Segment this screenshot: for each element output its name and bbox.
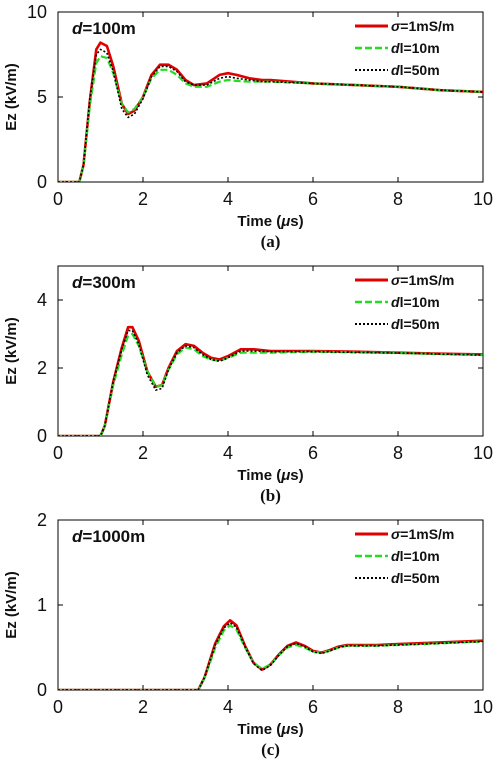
x-tick-label: 0 <box>53 189 63 209</box>
x-tick-label: 4 <box>223 697 233 717</box>
series-line-0 <box>58 618 483 690</box>
y-tick-label: 0 <box>37 426 47 446</box>
y-tick-label: 2 <box>37 358 47 378</box>
x-axis-label-unit: s) <box>290 467 303 484</box>
legend-text: l=10m <box>400 548 440 564</box>
series-line-2 <box>58 48 483 182</box>
annotation-symbol: d <box>72 273 83 292</box>
x-axis-label-text: Time ( <box>237 721 281 738</box>
legend-symbol: d <box>391 62 400 78</box>
legend-text: l=50m <box>400 316 440 332</box>
x-tick-label: 6 <box>308 189 318 209</box>
annotation-symbol: d <box>72 527 83 546</box>
panel-caption: (a) <box>261 232 281 251</box>
legend-symbol: σ <box>391 18 401 34</box>
x-axis-label-text: Time ( <box>237 213 281 230</box>
x-tick-label: 2 <box>138 697 148 717</box>
x-axis-label: Time (μs) <box>237 721 303 738</box>
x-tick-label: 0 <box>53 697 63 717</box>
legend-text: l=10m <box>400 40 440 56</box>
y-tick-label: 10 <box>27 2 47 22</box>
x-axis-label: Time (μs) <box>237 213 303 230</box>
x-axis-label-greek: μ <box>280 467 290 484</box>
legend-text: l=50m <box>400 62 440 78</box>
distance-annotation: d=300m <box>72 273 136 292</box>
legend-text: l=50m <box>400 570 440 586</box>
x-tick-label: 6 <box>308 697 318 717</box>
legend-text: =1mS/m <box>400 272 454 288</box>
x-axis-label-unit: s) <box>290 213 303 230</box>
legend-label-0: σ=1mS/m <box>391 526 454 542</box>
legend-symbol: σ <box>391 526 401 542</box>
legend-label-0: σ=1mS/m <box>391 18 454 34</box>
x-tick-label: 10 <box>473 189 493 209</box>
y-axis-label: Ez (kV/m) <box>3 317 20 385</box>
panel-caption: (b) <box>260 486 281 505</box>
legend-text: l=10m <box>400 294 440 310</box>
legend-symbol: d <box>391 294 400 310</box>
x-axis-label-greek: μ <box>280 213 290 230</box>
y-tick-label: 1 <box>37 595 47 615</box>
legend-label-0: σ=1mS/m <box>391 272 454 288</box>
legend-label-1: dl=10m <box>391 548 440 564</box>
x-axis-label-greek: μ <box>280 721 290 738</box>
x-axis-label: Time (μs) <box>237 467 303 484</box>
y-axis-label: Ez (kV/m) <box>3 571 20 639</box>
panel-caption: (c) <box>261 740 280 759</box>
y-tick-label: 4 <box>37 290 47 310</box>
x-axis-label-text: Time ( <box>237 467 281 484</box>
plot-frame <box>57 265 484 437</box>
legend-label-2: dl=50m <box>391 570 440 586</box>
distance-annotation: d=100m <box>72 19 136 38</box>
legend-text: =1mS/m <box>400 526 454 542</box>
x-tick-label: 10 <box>473 443 493 463</box>
series-line-2 <box>58 329 483 436</box>
legend-symbol: d <box>391 570 400 586</box>
legend-label-1: dl=10m <box>391 294 440 310</box>
legend-symbol: d <box>391 548 400 564</box>
y-tick-label: 0 <box>37 680 47 700</box>
legend-label-2: dl=50m <box>391 316 440 332</box>
distance-annotation: d=1000m <box>72 527 145 546</box>
x-tick-label: 4 <box>223 443 233 463</box>
x-tick-label: 6 <box>308 443 318 463</box>
x-tick-label: 0 <box>53 443 63 463</box>
y-tick-label: 2 <box>37 510 47 530</box>
annotation-value: =100m <box>82 19 135 38</box>
series-group <box>58 41 483 182</box>
legend-symbol: σ <box>391 272 401 288</box>
series-group <box>58 618 483 690</box>
x-tick-label: 8 <box>393 697 403 717</box>
legend-label-2: dl=50m <box>391 62 440 78</box>
x-tick-label: 4 <box>223 189 233 209</box>
y-tick-label: 0 <box>37 172 47 192</box>
annotation-value: =300m <box>82 273 135 292</box>
series-line-1 <box>58 624 483 690</box>
series-line-0 <box>58 41 483 182</box>
annotation-value: =1000m <box>82 527 145 546</box>
annotation-symbol: d <box>72 19 83 38</box>
series-group <box>58 325 483 436</box>
y-axis-label: Ez (kV/m) <box>3 63 20 131</box>
x-tick-label: 10 <box>473 697 493 717</box>
x-tick-label: 2 <box>138 189 148 209</box>
x-tick-label: 2 <box>138 443 148 463</box>
x-tick-label: 8 <box>393 443 403 463</box>
legend-symbol: d <box>391 40 400 56</box>
legend-text: =1mS/m <box>400 18 454 34</box>
x-axis-label-unit: s) <box>290 721 303 738</box>
series-line-0 <box>58 325 483 436</box>
series-line-1 <box>58 332 483 436</box>
series-line-2 <box>58 622 483 690</box>
x-tick-label: 8 <box>393 189 403 209</box>
legend-symbol: d <box>391 316 400 332</box>
y-tick-label: 5 <box>37 87 47 107</box>
legend-label-1: dl=10m <box>391 40 440 56</box>
